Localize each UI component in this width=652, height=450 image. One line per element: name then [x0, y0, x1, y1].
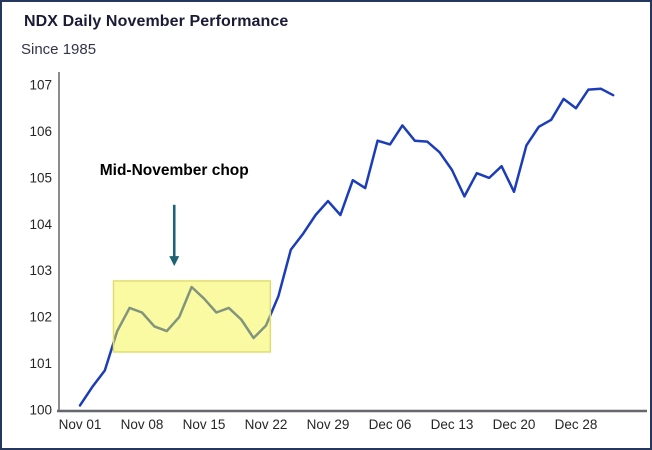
- y-axis-tick-label: 104: [29, 217, 52, 232]
- y-axis-tick-label: 105: [29, 170, 52, 185]
- y-axis-tick-label: 100: [29, 403, 52, 418]
- mid-november-highlight-box: [112, 280, 272, 353]
- y-axis-tick-label: 106: [29, 124, 52, 139]
- x-axis-tick-label: Dec 13: [431, 417, 474, 432]
- y-axis-tick-label: 102: [29, 310, 52, 325]
- chart-subtitle: Since 1985: [21, 41, 97, 58]
- y-axis-tick-label: 107: [29, 77, 52, 92]
- x-axis-tick-label: Dec 28: [555, 417, 598, 432]
- x-axis-tick-label: Dec 20: [493, 417, 536, 432]
- x-axis-tick-label: Nov 15: [183, 417, 226, 432]
- x-axis-tick-label: Nov 29: [307, 417, 350, 432]
- ndx-line-series: [78, 87, 615, 407]
- y-axis-tick-label: 103: [29, 263, 52, 278]
- x-axis-tick-label: Nov 22: [245, 417, 288, 432]
- chart-title: NDX Daily November Performance: [24, 13, 289, 30]
- annotation-mid-november-chop: Mid-November chop: [99, 162, 249, 180]
- annotation-arrow-head: [169, 256, 180, 267]
- x-axis-tick-label: Nov 08: [121, 417, 164, 432]
- y-axis-tick-label: 101: [29, 356, 52, 371]
- x-axis-tick-label: Nov 01: [59, 417, 102, 432]
- x-axis-tick-label: Dec 06: [369, 417, 412, 432]
